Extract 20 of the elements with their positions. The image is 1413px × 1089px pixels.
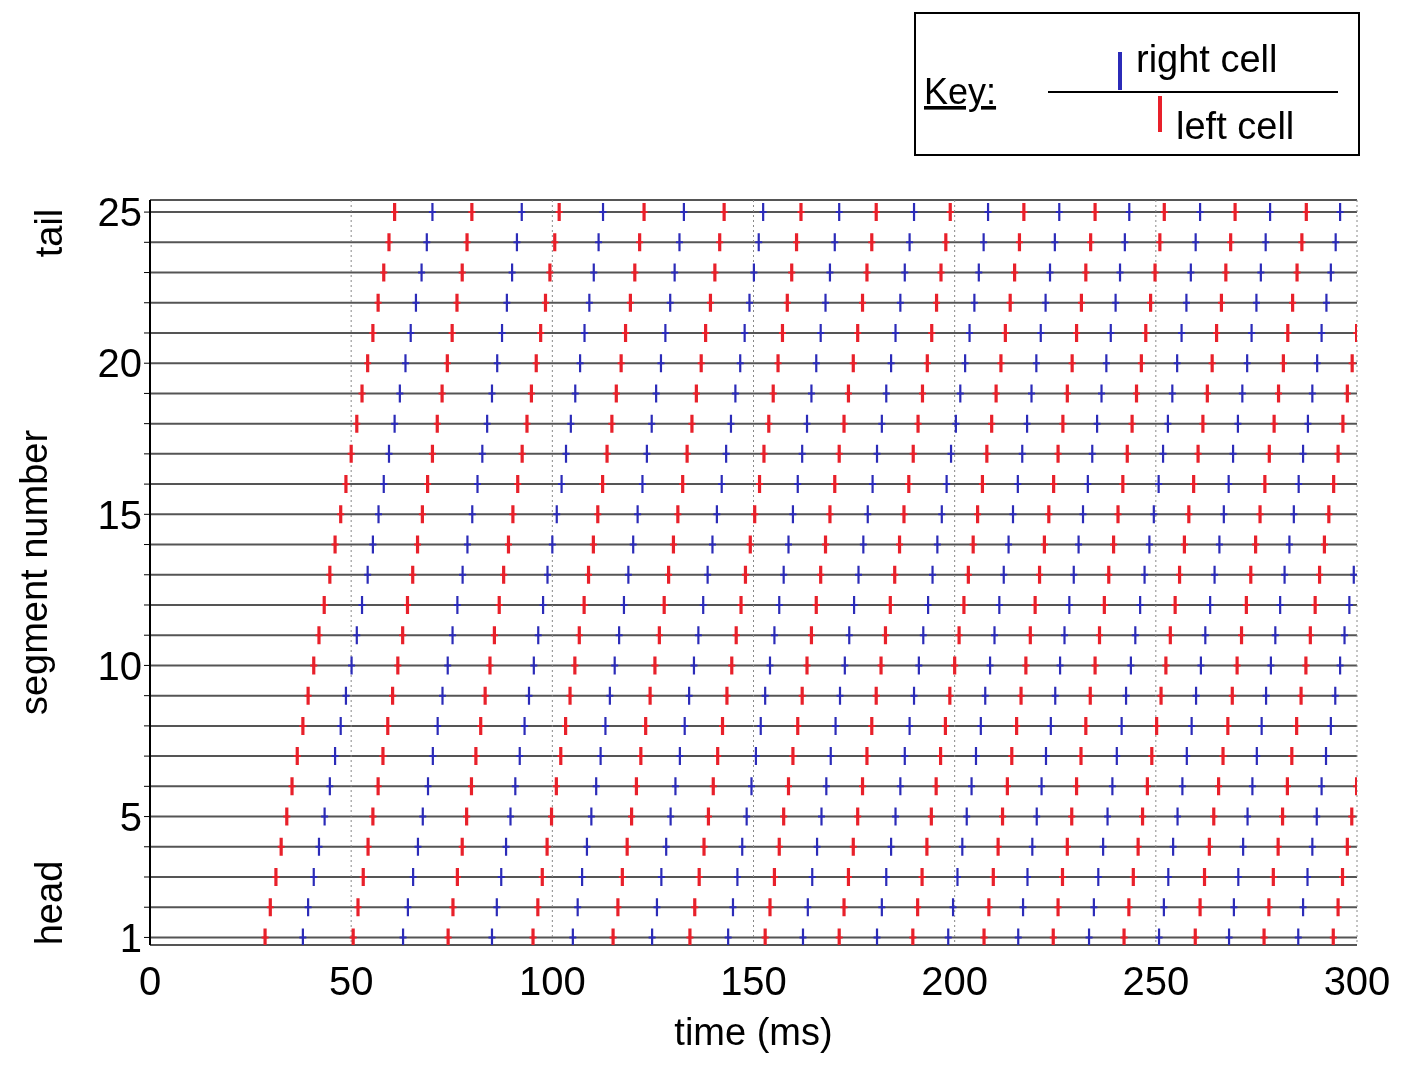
text: head: [28, 860, 70, 946]
text: tail: [28, 208, 70, 258]
x-tick-label: 50: [328, 959, 374, 1004]
legend-label: right cell: [1136, 38, 1278, 80]
x-tick-label: 0: [138, 959, 162, 1004]
y-tick-label: 1: [119, 915, 142, 960]
y-tick-label: 10: [97, 643, 142, 688]
y-tick-label: 20: [97, 341, 142, 386]
y-tick-label: 5: [119, 794, 142, 839]
y-tick-label: 15: [97, 492, 142, 537]
x-tick-label: 300: [1323, 959, 1391, 1004]
x-tick-label: 250: [1122, 959, 1190, 1004]
legend-label: left cell: [1176, 105, 1295, 147]
x-tick-label: 200: [921, 959, 989, 1004]
x-tick-label: 100: [518, 959, 586, 1004]
y-tick-label: 25: [97, 190, 142, 235]
y-axis-title: segment number: [13, 429, 56, 716]
x-axis-title: time (ms): [674, 1011, 833, 1053]
x-tick-label: 150: [720, 959, 787, 1004]
legend-title: Key:: [924, 71, 997, 112]
